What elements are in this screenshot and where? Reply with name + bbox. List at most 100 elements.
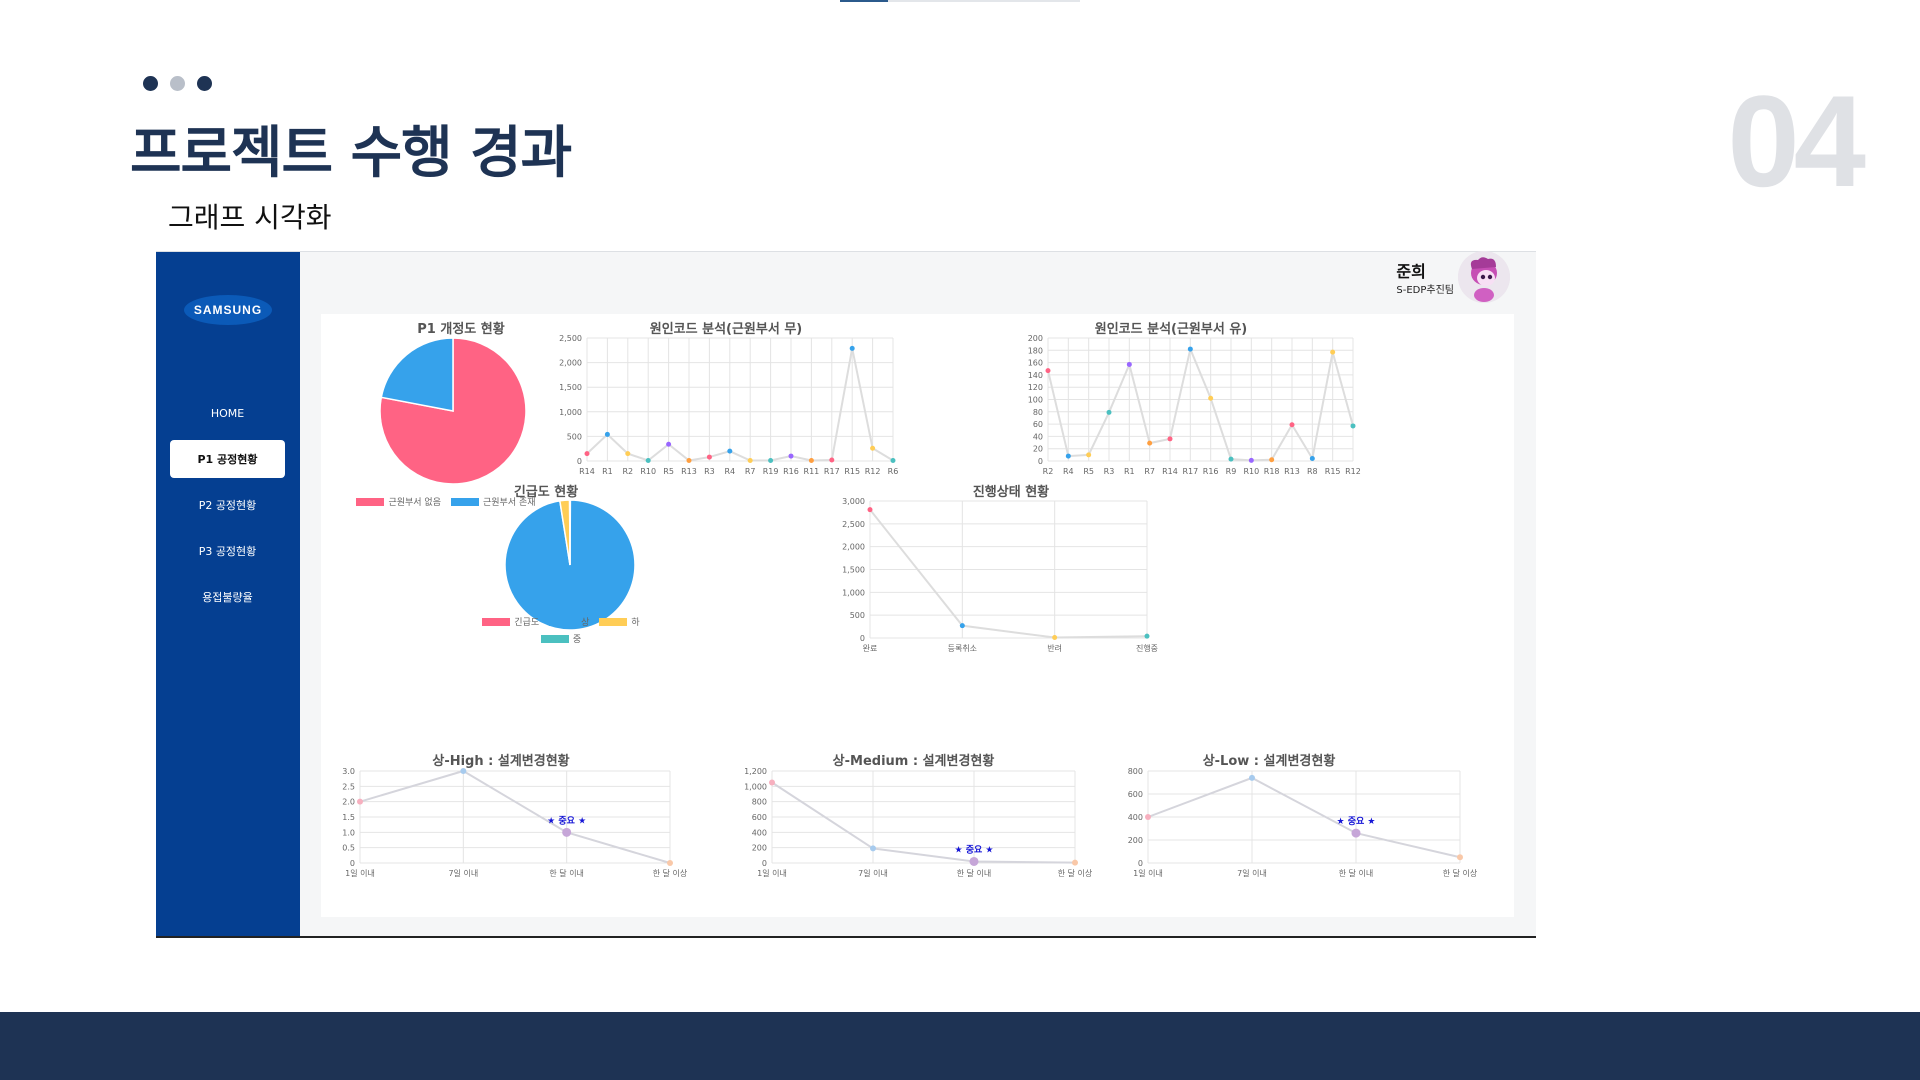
data-point (1309, 456, 1315, 462)
chart-title-root-code-no: 원인코드 분석(근원부서 무) (649, 322, 803, 337)
x-tick-label: R7 (745, 467, 756, 476)
x-tick-label: R13 (681, 467, 697, 476)
data-point (584, 451, 590, 457)
legend-swatch (549, 617, 578, 626)
data-point (788, 453, 794, 459)
y-tick-label: 2.5 (342, 782, 355, 791)
y-tick-label: 2,500 (559, 334, 582, 343)
nav-item-4[interactable]: 용접불량율 (202, 591, 253, 604)
x-tick-label: R13 (1284, 467, 1300, 476)
data-point (645, 458, 651, 464)
data-point (1248, 457, 1254, 463)
nav-item-1[interactable]: P1 공정현황 (170, 440, 285, 478)
y-tick-label: 200 (1028, 334, 1043, 343)
nav-item-3[interactable]: P3 공정현황 (198, 545, 257, 558)
chart-title-low: 상-Low : 설계변경현황 (1202, 754, 1336, 769)
line-chart-high: 0 0.5 1.0 1.5 2.0 2.5 3.0 1일 이내 7일 이내 한 달 이내 한 달 이… (342, 767, 688, 878)
y-tick-label: 160 (1028, 359, 1043, 368)
legend-item[interactable]: 상 (549, 615, 589, 628)
data-point (1351, 828, 1361, 838)
legend-label: 근원부서 존재 (483, 498, 536, 508)
x-tick-label: 한 달 이내 (1339, 868, 1374, 878)
line-chart-medium: 0 200 400 600 800 1,000 1,200 1일 이내 7일 이내 한 달 이내 한… (744, 767, 1093, 878)
user-profile[interactable]: 준희 S-EDP추진팀 (1396, 251, 1510, 303)
legend-item[interactable]: 근원부서 존재 (451, 495, 536, 508)
x-tick-label: R18 (1264, 467, 1280, 476)
annotation-label: ★ 중요 ★ (955, 844, 994, 855)
nav-item-2[interactable]: P2 공정현황 (198, 499, 257, 512)
x-tick-label: R6 (888, 467, 899, 476)
data-point (625, 451, 631, 457)
data-point (1330, 349, 1336, 355)
title-dots (143, 76, 212, 91)
y-tick-label: 2,500 (842, 520, 865, 529)
data-point (1052, 635, 1058, 641)
dot-3 (197, 76, 212, 91)
x-tick-label: R2 (1043, 467, 1054, 476)
nav-item-0[interactable]: HOME (210, 406, 245, 420)
series-line (771, 781, 1076, 864)
x-tick-label: 7일 이내 (448, 868, 478, 878)
x-tick-label: R3 (1104, 467, 1115, 476)
legend-swatch (540, 634, 569, 643)
x-tick-label: 한 달 이내 (957, 868, 992, 878)
legend-label: 하 (631, 618, 640, 628)
chart-title-root-code-yes: 원인코드 분석(근원부서 유) (1094, 322, 1248, 337)
x-tick-label: R11 (804, 467, 820, 476)
y-tick-label: 1,500 (842, 566, 865, 575)
y-tick-label: 0.5 (342, 844, 355, 853)
data-point (1208, 395, 1214, 401)
data-point (1249, 774, 1255, 781)
legend-item[interactable]: 하 (599, 615, 640, 628)
pie-slice-0 (379, 337, 527, 485)
data-point (1350, 423, 1356, 429)
legend-item[interactable]: 근원부서 없음 (356, 495, 441, 508)
legend-item[interactable]: 중 (540, 632, 582, 645)
top-accent-line (840, 0, 1080, 2)
series-line (586, 348, 894, 462)
x-tick-label: R17 (1182, 467, 1198, 476)
x-tick-label: R16 (783, 467, 799, 476)
x-tick-label: R2 (622, 467, 633, 476)
user-name: 준희 (1396, 262, 1426, 281)
x-tick-label: R5 (1083, 467, 1094, 476)
x-tick-label: R12 (865, 467, 881, 476)
x-tick-label: R17 (824, 467, 840, 476)
x-tick-label: 7일 이내 (858, 868, 888, 878)
data-point (604, 431, 610, 437)
x-tick-label: R1 (602, 467, 613, 476)
y-tick-label: 140 (1028, 371, 1043, 380)
y-tick-label: 100 (1028, 396, 1043, 405)
data-point (849, 345, 855, 351)
y-tick-label: 1.0 (342, 828, 355, 837)
data-point (870, 845, 876, 852)
x-tick-label: R15 (1325, 467, 1341, 476)
legend-label: 중 (572, 635, 582, 645)
samsung-logo[interactable]: SAMSUNG (184, 295, 272, 325)
data-point (666, 441, 672, 447)
chart-title-progress: 진행상태 현황 (972, 485, 1050, 500)
chart-title-p1-revision: P1 개정도 현황 (417, 322, 505, 337)
y-tick-label: 500 (850, 611, 865, 620)
pie-chart-p1-revision (379, 337, 527, 485)
dashboard-bottom-line (156, 936, 1536, 938)
data-point (1228, 456, 1234, 462)
x-tick-label: R3 (704, 467, 715, 476)
y-tick-label: 2,000 (559, 359, 582, 368)
y-tick-label: 600 (1128, 790, 1143, 799)
data-point (1065, 453, 1071, 459)
y-tick-label: 1.5 (342, 813, 355, 822)
series-line (359, 769, 671, 864)
avatar[interactable] (1458, 251, 1510, 303)
annotation-label: ★ 중요 ★ (547, 815, 586, 826)
data-point (1289, 422, 1295, 428)
y-tick-label: 0 (350, 859, 355, 868)
line-chart-root-code-yes: 0 20 40 60 80 100 120 140 160 180 200 R2 R4 R5 R3 R1 R7 R… (1028, 334, 1361, 476)
data-point (1269, 457, 1275, 463)
slide-title: 프로젝트 수행 경과 (130, 121, 572, 186)
legend-item[interactable]: 긴급도 (482, 615, 539, 628)
x-tick-label: R5 (663, 467, 674, 476)
data-point (1045, 368, 1051, 374)
